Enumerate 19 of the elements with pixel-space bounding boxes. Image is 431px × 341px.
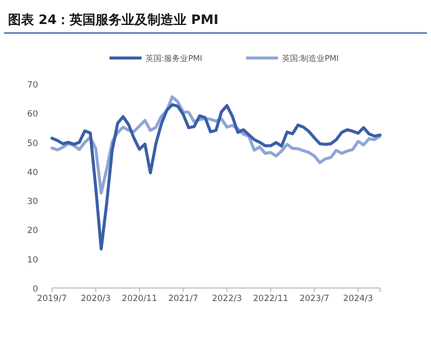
y-tick-label: 70 (27, 80, 38, 90)
y-tick-label: 50 (27, 138, 38, 149)
x-tick-label: 2022/11 (253, 294, 288, 304)
y-tick-label: 40 (27, 168, 38, 178)
x-tick-label: 2019/7 (37, 294, 67, 304)
legend-label: 英国:服务业PMI (146, 54, 202, 63)
legend-label: 英国:制造业PMI (282, 54, 339, 63)
y-tick-label: 10 (27, 255, 38, 266)
y-tick-label: 0 (32, 284, 38, 294)
x-tick-label: 2021/7 (168, 294, 198, 304)
y-tick-label: 20 (27, 226, 38, 236)
x-tick-label: 2024/3 (343, 294, 374, 304)
y-tick-label: 30 (27, 197, 38, 208)
y-tick-label: 60 (27, 110, 38, 120)
x-tick-label: 2023/7 (299, 294, 330, 304)
x-tick-label: 2020/3 (80, 294, 111, 304)
x-tick-label: 2022/3 (212, 294, 242, 304)
x-tick-label: 2020/11 (122, 294, 158, 304)
title: 图表 24：英国服务业及制造业 PMI (8, 13, 218, 28)
